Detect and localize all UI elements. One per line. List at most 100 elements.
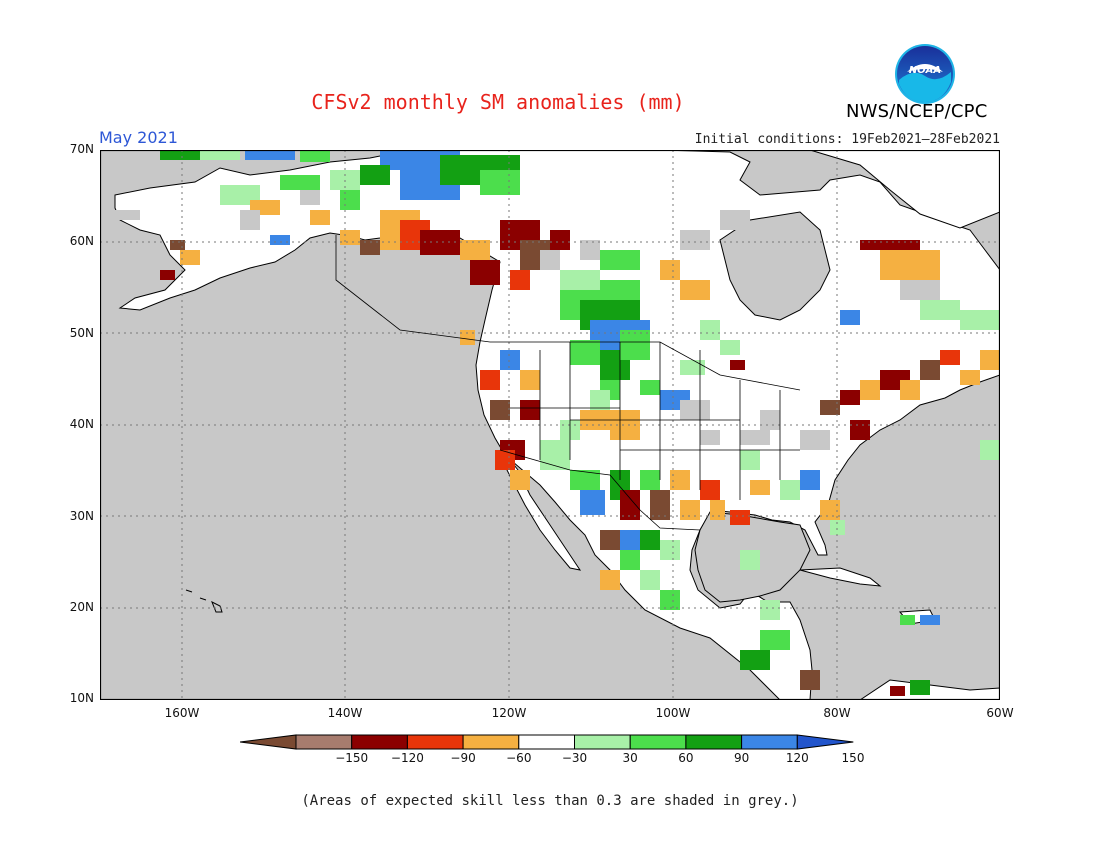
valid-month-label: May 2021 — [99, 128, 178, 147]
anomaly-cell — [640, 530, 660, 550]
anomaly-cell — [680, 280, 710, 300]
colorbar-label: 150 — [841, 751, 865, 765]
anomaly-cell — [920, 360, 940, 380]
anomaly-cell — [960, 370, 980, 385]
lon-label-60w: 60W — [986, 706, 1014, 720]
anomaly-cell — [570, 340, 600, 365]
anomaly-cell — [830, 520, 845, 535]
org-label: NWS/NCEP/CPC — [846, 101, 988, 122]
colorbar-box — [295, 734, 353, 750]
anomaly-cell — [300, 190, 320, 205]
colorbar-box — [518, 734, 575, 750]
anomaly-cell — [520, 370, 540, 390]
anomaly-cell — [960, 470, 980, 490]
lon-label-120w: 120W — [491, 706, 527, 720]
anomaly-cell — [540, 250, 560, 270]
anomaly-cell — [100, 210, 140, 220]
anomaly-cell — [730, 360, 745, 370]
anomaly-cell — [850, 420, 870, 440]
colorbar-box — [406, 734, 464, 750]
anomaly-cell — [160, 150, 200, 160]
anomaly-cell — [740, 430, 770, 445]
anomaly-cell — [920, 615, 940, 625]
anomaly-cell — [680, 230, 710, 250]
colorbar-label: −90 — [450, 751, 476, 765]
anomaly-cell — [800, 470, 820, 490]
anomaly-cell — [310, 210, 330, 225]
anomaly-cell — [560, 270, 600, 290]
anomaly-cell — [720, 210, 750, 230]
anomaly-cell — [490, 400, 510, 420]
anomaly-cell — [510, 470, 530, 490]
anomaly-cell — [920, 300, 960, 320]
graticule — [100, 150, 1000, 700]
anomaly-cell — [470, 260, 500, 285]
anomaly-cell — [620, 530, 640, 550]
anomaly-cell — [510, 270, 530, 290]
lon-label-100w: 100W — [655, 706, 691, 720]
anomaly-cell — [240, 210, 260, 230]
anomaly-cell — [820, 400, 840, 415]
lat-label-60n: 60N — [69, 234, 94, 248]
anomaly-cell — [800, 670, 820, 690]
anomaly-cell — [580, 490, 605, 515]
anomaly-cell — [750, 480, 770, 495]
chart-title: CFSv2 monthly SM anomalies (mm) — [311, 90, 685, 114]
anomaly-cell — [910, 680, 930, 695]
lat-label-20n: 20N — [69, 600, 94, 614]
initial-conditions-label: Initial conditions: 19Feb2021–28Feb2021 — [694, 132, 1000, 147]
lat-label-70n: 70N — [69, 142, 94, 156]
lat-label-50n: 50N — [69, 326, 94, 340]
skill-footnote: (Areas of expected skill less than 0.3 a… — [301, 793, 799, 809]
hudson-bay — [719, 211, 831, 321]
anomaly-cell — [700, 320, 720, 340]
lon-label-160w: 160W — [164, 706, 200, 720]
anomaly-cell — [340, 190, 360, 210]
anomaly-cell — [200, 150, 240, 160]
anomaly-cell — [495, 450, 515, 470]
colorbar-box — [741, 734, 798, 750]
anomaly-cell — [960, 310, 1000, 330]
anomaly-cell — [180, 250, 200, 265]
anomaly-cell — [620, 490, 640, 520]
colorbar-label: −120 — [390, 751, 424, 765]
anomaly-cell — [860, 380, 880, 400]
colorbar-high-arrow — [796, 734, 854, 750]
map-frame — [99, 149, 1001, 701]
anomaly-cell — [900, 380, 920, 400]
anomaly-cell — [760, 630, 790, 650]
anomaly-cell — [840, 310, 860, 325]
anomaly-cell — [880, 250, 940, 280]
cuba — [799, 567, 882, 587]
anomaly-cell — [640, 380, 660, 395]
anomaly-cell — [500, 350, 520, 370]
anomaly-cell — [980, 350, 1000, 370]
hawaii-islands — [185, 589, 223, 613]
anomaly-cell — [460, 330, 475, 345]
anomaly-cell — [300, 150, 330, 162]
anomaly-cell — [600, 530, 620, 550]
anomaly-cell — [780, 480, 800, 500]
anomaly-cell — [730, 510, 750, 525]
anomaly-cell — [680, 360, 705, 375]
anomaly-cell — [340, 230, 360, 245]
anomaly-cell — [600, 570, 620, 590]
anomaly-cell — [620, 330, 650, 360]
colorbar-box — [574, 734, 631, 750]
anomaly-cell — [820, 500, 840, 520]
anomaly-cell — [740, 650, 770, 670]
anomaly-cell — [720, 340, 740, 355]
anomaly-cell — [660, 540, 680, 560]
anomaly-cell — [650, 490, 670, 520]
colorbar-label: 60 — [678, 751, 694, 765]
anomaly-cell — [670, 470, 690, 490]
anomaly-cell — [890, 686, 905, 696]
lon-label-140w: 140W — [327, 706, 363, 720]
colorbar-label: −60 — [506, 751, 532, 765]
anomaly-cell — [480, 170, 520, 195]
lat-label-30n: 30N — [69, 509, 94, 523]
anomaly-cell — [540, 440, 570, 470]
anomaly-cell — [680, 500, 700, 520]
anomaly-cell — [280, 175, 320, 190]
anomaly-cell — [840, 390, 860, 405]
